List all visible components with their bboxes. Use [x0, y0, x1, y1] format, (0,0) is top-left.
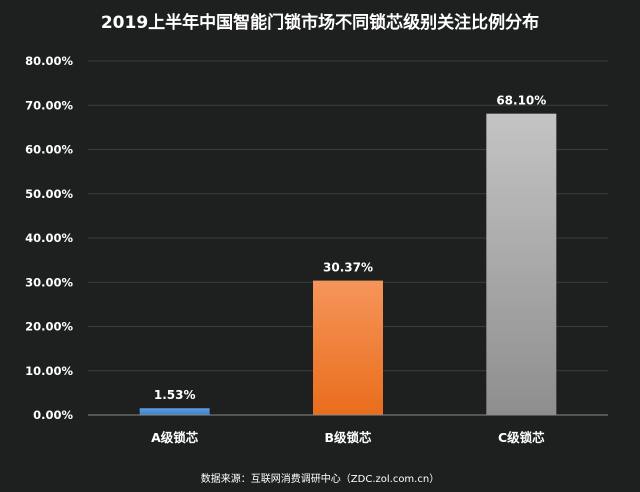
y-axis-ticks: 0.00% 10.00% 20.00% 30.00% 40.00% 50.00% 60.00… [25, 54, 73, 422]
y-tick-label: 70.00% [25, 98, 73, 112]
data-label: 30.37% [323, 261, 373, 275]
y-tick-label: 60.00% [25, 143, 73, 157]
data-label: 1.53% [154, 388, 196, 402]
data-label: 68.10% [496, 94, 546, 108]
x-axis-categories: A级锁芯 B级锁芯 C级锁芯 [151, 430, 545, 445]
y-tick-label: 20.00% [25, 320, 73, 334]
source-note: 数据来源：互联网消费调研中心（ZDC.zol.com.cn） [201, 472, 439, 485]
y-tick-label: 80.00% [25, 54, 73, 68]
bar [139, 408, 210, 415]
x-category-label: B级锁芯 [324, 430, 372, 445]
y-tick-label: 50.00% [25, 187, 73, 201]
y-tick-label: 40.00% [25, 231, 73, 245]
y-tick-label: 30.00% [25, 275, 73, 289]
bar [486, 113, 557, 415]
x-category-label: A级锁芯 [151, 430, 199, 445]
chart-title: 2019上半年中国智能门锁市场不同锁芯级别关注比例分布 [101, 12, 539, 33]
bars [139, 113, 557, 415]
data-labels: 1.53% 30.37% 68.10% [154, 94, 546, 403]
y-tick-label: 0.00% [33, 408, 73, 422]
y-tick-label: 10.00% [25, 364, 73, 378]
bar [313, 280, 383, 415]
x-category-label: C级锁芯 [498, 430, 545, 445]
